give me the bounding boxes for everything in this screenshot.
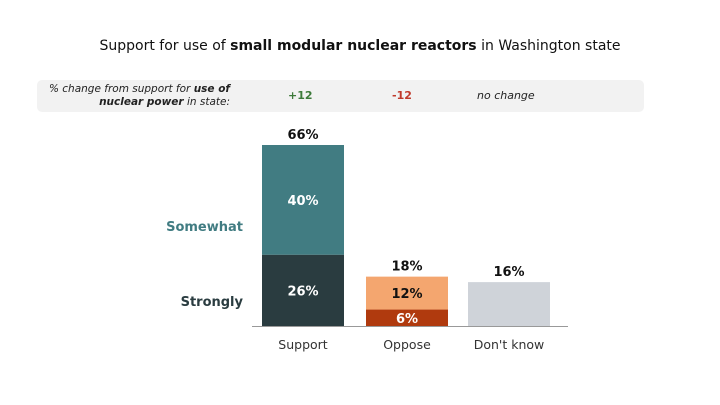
total-label: 18%	[391, 260, 422, 275]
category-label: Support	[278, 337, 328, 352]
change-support: +12	[288, 89, 313, 102]
change-oppose: -12	[392, 89, 412, 102]
segment-label: 6%	[396, 312, 418, 327]
bar-segment-strongly	[262, 254, 344, 326]
change-dontknow: no change	[477, 89, 535, 102]
change-note-label: % change from support for use of nuclear…	[47, 83, 230, 109]
category-label: Don't know	[474, 337, 545, 352]
title-text-end: in Washington state	[476, 38, 621, 54]
bar-segment-somewhat	[366, 276, 448, 310]
bar-segment-dontknow	[468, 282, 550, 326]
title-text: Support for use of	[99, 38, 231, 54]
total-label: 16%	[493, 265, 524, 280]
legend-strongly: Strongly	[181, 295, 244, 310]
segment-label: 26%	[287, 284, 318, 299]
segment-label: 40%	[287, 194, 318, 209]
note-text-end: in state:	[183, 96, 230, 108]
legend-somewhat: Somewhat	[166, 220, 243, 235]
bar-segment-somewhat	[262, 145, 344, 255]
note-bold: use of nuclear power	[99, 83, 230, 108]
change-note-band: % change from support for use of nuclear…	[37, 80, 644, 112]
segment-label: 12%	[391, 287, 422, 302]
category-label: Oppose	[383, 337, 431, 352]
title-bold: small modular nuclear reactors	[230, 38, 477, 54]
total-label: 66%	[287, 128, 318, 143]
chart-title: Support for use of small modular nuclear…	[0, 38, 720, 54]
note-text: % change from support for	[48, 83, 194, 95]
bar-segment-strongly	[366, 309, 448, 326]
